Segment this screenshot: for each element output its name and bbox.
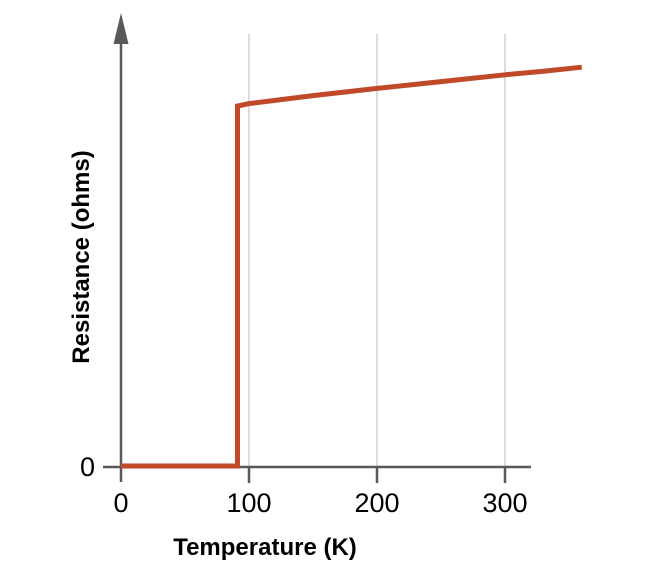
x-axis-ticks [247,467,507,483]
y-tick-labels: 0 [80,452,95,482]
x-tick-labels: 0 100 200 300 [113,488,527,518]
x-tick-label: 300 [482,488,527,518]
resistance-curve [121,64,583,469]
x-tick-label: 200 [354,488,399,518]
x-axis-label: Temperature (K) [173,534,357,561]
y-tick-label: 0 [80,452,95,482]
y-axis-label: Resistance (ohms) [68,150,95,364]
y-axis-arrowhead-icon [113,13,129,44]
x-tick-label: 100 [226,488,271,518]
x-tick-label: 0 [113,488,128,518]
